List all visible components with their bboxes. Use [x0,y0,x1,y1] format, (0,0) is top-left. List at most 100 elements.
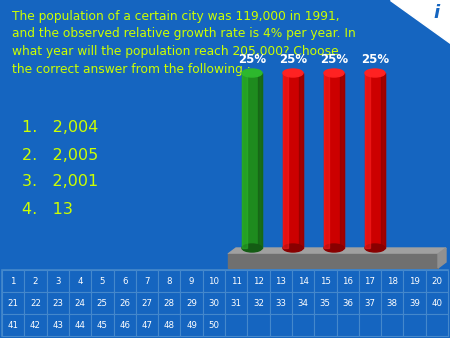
Ellipse shape [324,244,344,252]
Polygon shape [438,248,446,268]
Bar [270,270,292,292]
Bar [292,270,314,292]
Bar [403,292,426,314]
Bar [248,292,270,314]
Bar [47,314,69,336]
Text: 3.   2,001: 3. 2,001 [22,174,98,190]
Bar [158,270,180,292]
Text: 2: 2 [33,276,38,286]
Polygon shape [228,248,446,254]
Ellipse shape [324,69,344,77]
Bar [202,314,225,336]
Text: 10: 10 [208,276,219,286]
Bar [314,270,337,292]
Bar [258,73,262,248]
Bar [426,292,448,314]
Bar [47,270,69,292]
Text: 14: 14 [297,276,309,286]
Bar [69,314,91,336]
Text: 25: 25 [97,298,108,308]
Bar [202,270,225,292]
Bar [69,270,91,292]
Text: 35: 35 [320,298,331,308]
Text: 50: 50 [208,320,219,330]
Text: 7: 7 [144,276,150,286]
Bar [225,292,248,314]
Text: 36: 36 [342,298,353,308]
Text: 49: 49 [186,320,197,330]
Text: 12: 12 [253,276,264,286]
Ellipse shape [365,69,385,77]
Text: 6: 6 [122,276,127,286]
Bar [381,270,403,292]
Bar [24,270,47,292]
Text: 34: 34 [297,298,309,308]
Bar [180,292,202,314]
Text: 3: 3 [55,276,60,286]
Bar [242,73,262,248]
Bar [403,314,426,336]
Bar [113,270,136,292]
Text: 38: 38 [387,298,398,308]
Text: 5: 5 [99,276,105,286]
Ellipse shape [283,244,303,252]
Bar [365,73,385,248]
Bar [365,73,370,248]
Text: 15: 15 [320,276,331,286]
Bar [292,314,314,336]
Text: 45: 45 [97,320,108,330]
Text: 41: 41 [8,320,18,330]
Bar [91,292,113,314]
Text: 44: 44 [75,320,86,330]
Text: 26: 26 [119,298,130,308]
Bar [158,314,180,336]
Text: 37: 37 [364,298,375,308]
Text: 21: 21 [8,298,18,308]
Bar [228,254,438,268]
Bar [2,314,24,336]
Text: 29: 29 [186,298,197,308]
Ellipse shape [242,69,262,77]
Ellipse shape [242,244,262,252]
Bar [248,314,270,336]
Ellipse shape [283,69,303,77]
Text: 46: 46 [119,320,130,330]
Bar [283,73,303,248]
Bar [283,73,288,248]
Bar [381,314,403,336]
Text: 1.   2,004: 1. 2,004 [22,121,99,136]
Text: 27: 27 [141,298,153,308]
Text: 25%: 25% [279,53,307,66]
Bar [136,314,158,336]
Text: 48: 48 [164,320,175,330]
Bar [136,292,158,314]
Text: 32: 32 [253,298,264,308]
Bar [2,270,24,292]
Bar [403,270,426,292]
Bar [202,292,225,314]
Text: 19: 19 [409,276,420,286]
Bar [359,292,381,314]
Bar [270,292,292,314]
Text: 24: 24 [75,298,86,308]
Text: 31: 31 [231,298,242,308]
Bar [24,292,47,314]
Bar [426,270,448,292]
Bar [340,73,344,248]
Text: 40: 40 [432,298,442,308]
Bar [299,73,303,248]
Polygon shape [390,0,450,43]
Bar [324,73,329,248]
Bar [91,314,113,336]
Text: 43: 43 [52,320,63,330]
Text: 11: 11 [231,276,242,286]
Text: i: i [434,4,440,22]
Text: 25%: 25% [320,53,348,66]
Text: 16: 16 [342,276,353,286]
Bar [180,270,202,292]
Bar [242,73,247,248]
Bar [225,270,248,292]
Text: 18: 18 [387,276,398,286]
Text: 25%: 25% [361,53,389,66]
Ellipse shape [365,244,385,252]
